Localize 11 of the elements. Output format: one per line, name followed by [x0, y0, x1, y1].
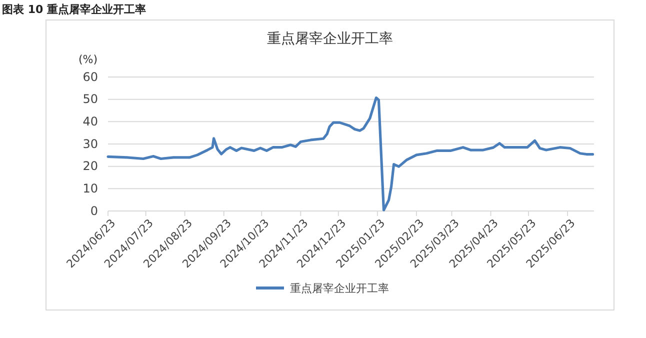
y-tick-label: 0	[90, 204, 98, 218]
text: 图表 10 重点屠宰企业开工率	[2, 3, 146, 16]
y-tick-label: 30	[82, 136, 98, 151]
y-axis-title: (%)	[78, 53, 98, 66]
y-tick-label: 10	[82, 182, 98, 196]
y-tick-label: 50	[82, 92, 98, 106]
chart-title: 重点屠宰企业开工率	[267, 31, 393, 47]
y-tick-label: 40	[82, 114, 98, 129]
legend-label: 重点屠宰企业开工率	[290, 282, 389, 295]
y-tick-label: 60	[82, 70, 98, 84]
y-tick-label: 20	[82, 159, 98, 174]
